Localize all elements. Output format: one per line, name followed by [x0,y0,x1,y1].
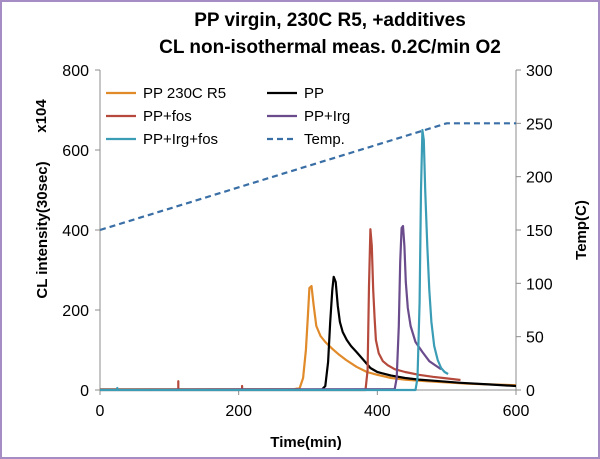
y2-axis-title: Temp(C) [573,200,590,260]
chart-title-line-2: CL non-isothermal meas. 0.2C/min O2 [159,37,501,58]
series-line-pp-irg [99,224,442,391]
series-line-pp [100,275,517,391]
x-axis-title: Time(min) [270,434,341,451]
x-tick-label: 200 [225,403,252,420]
y2-tick-label: 50 [526,330,544,347]
y-tick-label: 400 [62,223,89,240]
y2-tick-label: 0 [526,383,535,400]
y-axis-title: CL intensity(30sec) [34,161,51,298]
series-line-temp [99,122,516,232]
legend-label: PP+fos [143,108,192,125]
y2-tick-label: 100 [526,276,553,293]
y-tick-label: 600 [62,143,89,160]
chart-title-line-1: PP virgin, 230C R5, +additives [194,10,466,31]
y2-tick-label: 200 [526,170,553,187]
y-tick-label: 200 [62,303,89,320]
y-tick-label: 800 [62,63,89,80]
legend-label: PP 230C R5 [143,85,226,102]
x-tick-label: 400 [364,403,391,420]
y2-tick-label: 250 [526,116,553,133]
series-line-pp-irg-fos [100,128,449,392]
x-tick-label: 600 [503,403,530,420]
legend-label: Temp. [304,131,345,148]
legend-label: PP+Irg+fos [143,131,218,148]
y-axis-multiplier: x104 [33,99,50,133]
y2-tick-label: 300 [526,63,553,80]
y2-tick-label: 150 [526,223,553,240]
legend-label: PP+Irg [304,108,350,125]
x-tick-label: 0 [96,403,105,420]
y-tick-label: 0 [80,383,89,400]
series-line-pp-230c-r5 [100,284,517,391]
legend-label: PP [304,85,324,102]
series-line-pp-fos [100,228,461,392]
